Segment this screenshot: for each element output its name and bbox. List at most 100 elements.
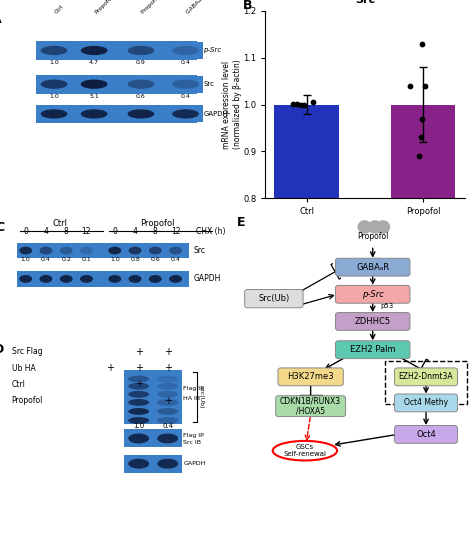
Ellipse shape	[157, 417, 178, 424]
Text: 0: 0	[112, 227, 117, 236]
Text: Src: Src	[194, 246, 206, 255]
Bar	[274, 104, 339, 543]
Text: Ctrl: Ctrl	[54, 4, 65, 15]
Bar	[123, 76, 159, 93]
Bar	[124, 454, 182, 473]
Ellipse shape	[128, 417, 149, 424]
Ellipse shape	[81, 80, 108, 89]
Text: 0.2: 0.2	[61, 257, 71, 262]
Text: Src(Ub): Src(Ub)	[258, 294, 290, 303]
Ellipse shape	[169, 275, 182, 283]
Ellipse shape	[273, 441, 337, 460]
Ellipse shape	[39, 275, 53, 283]
FancyBboxPatch shape	[336, 341, 410, 358]
Ellipse shape	[157, 459, 178, 469]
Ellipse shape	[172, 109, 199, 118]
Point	[301, 100, 308, 109]
Text: +: +	[135, 347, 143, 357]
Circle shape	[377, 221, 390, 233]
Text: src(Ub): src(Ub)	[199, 386, 204, 408]
FancyBboxPatch shape	[336, 286, 410, 303]
Ellipse shape	[128, 383, 149, 390]
Bar	[167, 243, 184, 257]
Bar	[37, 243, 55, 257]
Bar	[57, 243, 75, 257]
Ellipse shape	[19, 247, 32, 255]
Text: +: +	[164, 347, 172, 357]
Text: GAPDH: GAPDH	[194, 274, 221, 283]
Text: 0.1: 0.1	[82, 257, 91, 262]
Bar	[391, 104, 456, 543]
Bar	[106, 243, 123, 257]
Bar	[36, 76, 72, 93]
FancyBboxPatch shape	[394, 394, 457, 412]
Bar	[17, 272, 34, 286]
Bar	[37, 272, 55, 286]
Text: Oct4 Methy: Oct4 Methy	[404, 399, 448, 407]
Ellipse shape	[128, 433, 149, 444]
Text: +: +	[106, 363, 114, 373]
Ellipse shape	[39, 247, 53, 255]
Text: HA IB: HA IB	[183, 396, 201, 401]
Ellipse shape	[81, 109, 108, 118]
Ellipse shape	[80, 275, 93, 283]
Y-axis label: mRNA expression level
(normalized by β-actin): mRNA expression level (normalized by β-a…	[222, 60, 242, 149]
Bar	[17, 271, 189, 287]
Text: 8: 8	[153, 227, 158, 236]
Bar	[76, 42, 112, 59]
Bar	[167, 272, 184, 286]
Text: Src: Src	[203, 81, 214, 87]
Text: Propofol: Propofol	[357, 232, 388, 241]
Ellipse shape	[128, 46, 155, 55]
Bar	[146, 272, 164, 286]
FancyBboxPatch shape	[245, 289, 303, 308]
Ellipse shape	[81, 46, 108, 55]
Text: 12: 12	[82, 227, 91, 236]
Text: +: +	[135, 380, 143, 389]
Ellipse shape	[169, 247, 182, 255]
Text: Src Flag: Src Flag	[12, 348, 42, 357]
Text: 1.0: 1.0	[110, 257, 119, 262]
Title: Src: Src	[355, 0, 375, 4]
Text: p-Src: p-Src	[203, 47, 221, 54]
Bar	[36, 41, 197, 60]
Ellipse shape	[60, 275, 73, 283]
Text: C: C	[0, 220, 4, 233]
Bar	[124, 430, 182, 447]
Ellipse shape	[80, 247, 93, 255]
Text: 0.4: 0.4	[171, 257, 181, 262]
Bar	[36, 42, 72, 59]
Text: Ctrl: Ctrl	[53, 218, 68, 228]
Text: +: +	[135, 363, 143, 373]
Ellipse shape	[128, 376, 149, 382]
Text: Propofol: Propofol	[94, 0, 115, 15]
Text: Flag IP: Flag IP	[183, 433, 204, 438]
Text: GAPDH: GAPDH	[203, 111, 228, 117]
Text: 0.6: 0.6	[150, 257, 160, 262]
Bar	[76, 76, 112, 93]
Text: Propofol: Propofol	[140, 218, 174, 228]
Ellipse shape	[157, 391, 178, 398]
Ellipse shape	[41, 46, 67, 55]
Ellipse shape	[128, 459, 149, 469]
Bar	[36, 104, 197, 123]
Text: 0.9: 0.9	[136, 60, 146, 65]
Text: Ub HA: Ub HA	[12, 364, 36, 372]
Bar	[168, 76, 203, 93]
Ellipse shape	[128, 399, 149, 406]
Ellipse shape	[172, 80, 199, 89]
Point	[293, 100, 301, 109]
Point	[289, 99, 296, 108]
Text: p53: p53	[381, 303, 394, 309]
Bar	[36, 75, 197, 93]
Text: GABAₐR: GABAₐR	[356, 263, 389, 272]
Ellipse shape	[128, 275, 142, 283]
Bar	[385, 361, 467, 404]
Text: 8: 8	[64, 227, 69, 236]
Text: GAPDH: GAPDH	[183, 461, 206, 466]
Text: Propofol: Propofol	[12, 396, 43, 405]
Text: B: B	[242, 0, 252, 12]
Ellipse shape	[128, 391, 149, 398]
Bar	[124, 370, 182, 424]
FancyBboxPatch shape	[394, 426, 457, 443]
